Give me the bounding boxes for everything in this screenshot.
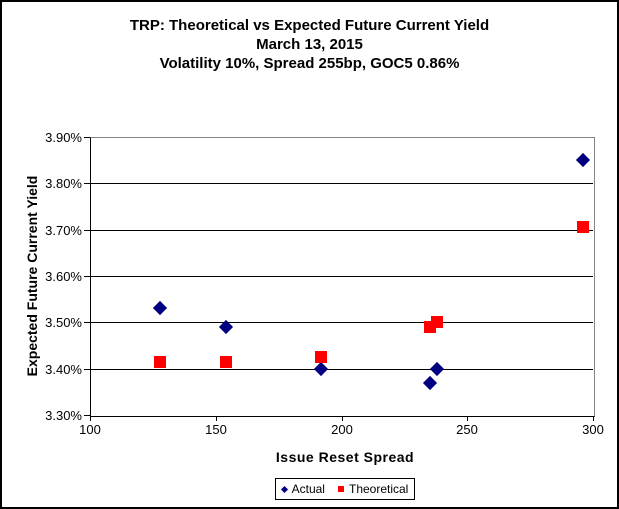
- y-tick-mark: [84, 230, 90, 231]
- x-tick-mark: [90, 416, 91, 421]
- y-tick-mark: [84, 137, 90, 138]
- x-tick-label: 250: [456, 422, 478, 437]
- y-tick-label: 3.40%: [45, 362, 82, 377]
- chart-title: TRP: Theoretical vs Expected Future Curr…: [129, 17, 490, 34]
- data-point-theoretical: [154, 355, 167, 368]
- diamond-marker-icon: [280, 485, 288, 493]
- x-tick-mark: [216, 416, 217, 421]
- x-tick-mark: [342, 416, 343, 421]
- y-tick-label: 3.70%: [45, 223, 82, 238]
- y-tick-label: 3.50%: [45, 315, 82, 330]
- legend-label-actual: Actual: [291, 482, 325, 496]
- chart-title-block: TRP: Theoretical vs Expected Future Curr…: [2, 16, 617, 73]
- y-tick-label: 3.60%: [45, 269, 82, 284]
- data-point-theoretical: [315, 351, 328, 364]
- chart-subtitle-date: March 13, 2015: [256, 36, 363, 53]
- gridline-y: [90, 369, 593, 370]
- x-axis-title: Issue Reset Spread: [275, 449, 415, 465]
- x-tick-mark: [593, 416, 594, 421]
- x-tick-label: 150: [205, 422, 227, 437]
- legend-item-actual: Actual: [280, 482, 325, 496]
- y-tick-mark: [84, 322, 90, 323]
- y-tick-mark: [84, 415, 90, 416]
- gridline-y: [90, 230, 593, 231]
- x-tick-label: 100: [79, 422, 101, 437]
- data-point-theoretical: [576, 221, 589, 234]
- plot-area: [90, 137, 595, 417]
- gridline-y: [90, 322, 593, 323]
- x-tick-mark: [467, 416, 468, 421]
- gridline-y: [90, 276, 593, 277]
- y-tick-label: 3.80%: [45, 176, 82, 191]
- y-tick-mark: [84, 369, 90, 370]
- x-tick-label: 300: [582, 422, 604, 437]
- legend: Actual Theoretical: [275, 478, 415, 500]
- y-tick-label: 3.30%: [45, 408, 82, 423]
- data-point-theoretical: [431, 316, 444, 329]
- gridline-y: [90, 183, 593, 184]
- data-point-theoretical: [219, 355, 232, 368]
- y-tick-mark: [84, 276, 90, 277]
- y-tick-label: 3.90%: [45, 130, 82, 145]
- x-tick-label: 200: [331, 422, 353, 437]
- legend-item-theoretical: Theoretical: [337, 482, 409, 496]
- legend-label-theoretical: Theoretical: [348, 482, 409, 496]
- square-marker-icon: [337, 486, 344, 492]
- chart-subtitle-params: Volatility 10%, Spread 255bp, GOC5 0.86%: [159, 55, 460, 72]
- y-tick-mark: [84, 183, 90, 184]
